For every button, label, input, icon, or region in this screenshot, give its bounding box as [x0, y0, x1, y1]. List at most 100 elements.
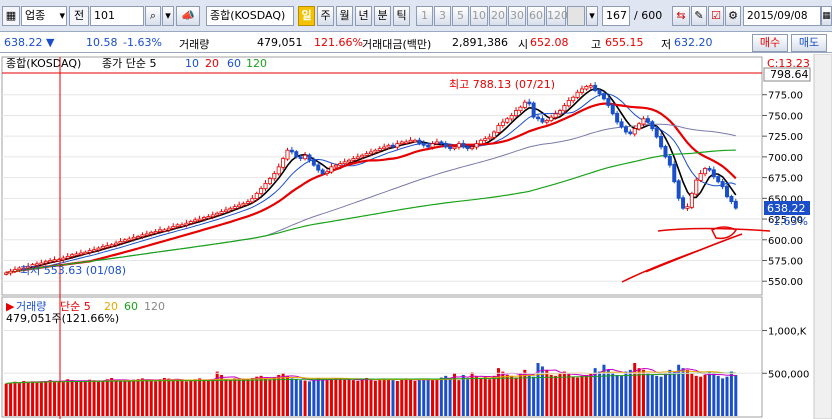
- volume-bar: [281, 373, 285, 416]
- dropdown-arrow-icon[interactable]: ▾: [162, 6, 174, 26]
- candle-body: [122, 239, 127, 242]
- volume-bar: [685, 369, 689, 416]
- candle-body: [615, 112, 620, 123]
- interval-10-button[interactable]: 10: [470, 6, 488, 26]
- interval-120-button[interactable]: 120: [546, 6, 568, 26]
- checkbox-tool-icon[interactable]: ☑: [708, 6, 724, 26]
- date-field[interactable]: 2015/09/08: [743, 6, 821, 26]
- candle-body: [193, 219, 198, 223]
- candle-body: [17, 267, 22, 271]
- candle-body: [131, 236, 136, 240]
- interval-1-button[interactable]: 1: [416, 6, 433, 26]
- candle-body: [100, 246, 105, 249]
- top-right-indicator: C:13.23: [767, 57, 810, 70]
- volume-bar: [628, 369, 632, 416]
- candle-body: [505, 118, 510, 123]
- volume-bar: [532, 376, 536, 416]
- volume-bar: [395, 380, 399, 416]
- volume-bar: [602, 364, 606, 416]
- volume-bar: [96, 381, 100, 416]
- volume-bar: [650, 374, 654, 416]
- period-month-button[interactable]: 월: [336, 6, 353, 26]
- volume-bar: [545, 369, 549, 416]
- period-tick-button[interactable]: 틱: [393, 6, 410, 26]
- search-icon[interactable]: ⌕: [145, 6, 161, 26]
- zoom-tool-icon[interactable]: ⇆: [672, 6, 690, 26]
- candle-body: [426, 144, 431, 148]
- volume-bar: [303, 380, 307, 416]
- sell-button[interactable]: 매도: [791, 34, 827, 52]
- mode-label[interactable]: 전: [69, 6, 89, 26]
- period-year-button[interactable]: 년: [355, 6, 372, 26]
- candle-body: [303, 154, 308, 160]
- candle-body: [434, 141, 439, 145]
- volume-bar: [382, 378, 386, 416]
- stock-chart[interactable]: 550.00 575.00 600.00 625.00 650.00 675.00 700.…: [0, 54, 832, 419]
- candle-body: [417, 139, 422, 145]
- buy-button[interactable]: 매수: [752, 34, 788, 52]
- volume-bar: [66, 379, 70, 416]
- period-day-button[interactable]: 일: [298, 6, 315, 26]
- candle-body: [171, 226, 176, 229]
- candle-body: [87, 250, 92, 253]
- candle-body: [452, 146, 457, 150]
- interval-3-button[interactable]: 3: [434, 6, 451, 26]
- volume-bar: [351, 380, 355, 416]
- volume-bar: [75, 381, 79, 416]
- period-minute-button[interactable]: 분: [374, 6, 391, 26]
- amount-label: 거래대금(백만): [362, 38, 432, 51]
- candle-body: [166, 227, 171, 231]
- volume-bar: [378, 379, 382, 416]
- interval-30-button[interactable]: 30: [508, 6, 526, 26]
- candle-body: [34, 263, 39, 266]
- candle-body: [439, 141, 444, 145]
- price-tick-label: 600.00: [768, 236, 803, 247]
- price-tick-label: 750.00: [768, 111, 803, 122]
- volume-bar: [338, 379, 342, 416]
- interval-20-button[interactable]: 20: [489, 6, 507, 26]
- period-week-button[interactable]: 주: [317, 6, 334, 26]
- settings-icon[interactable]: ⚙: [725, 6, 741, 26]
- volume-bar: [250, 377, 254, 416]
- drawing-tool-icon[interactable]: ✎: [691, 6, 707, 26]
- volume-bar: [417, 380, 421, 416]
- volume-bar: [198, 378, 202, 416]
- volume-bar: [184, 381, 188, 416]
- interval-dropdown-icon[interactable]: ▾: [586, 6, 598, 26]
- code-input[interactable]: 101: [90, 6, 144, 26]
- candle-body: [716, 176, 721, 183]
- volume-bar: [646, 373, 650, 416]
- volume-bar: [470, 372, 474, 416]
- volume-legend-20: 20: [104, 300, 118, 313]
- category-select[interactable]: 업종 ▾: [21, 6, 67, 26]
- volume-bar: [716, 375, 720, 416]
- right-scrollbar[interactable]: [813, 54, 832, 419]
- candle-body: [368, 151, 373, 155]
- grid-icon[interactable]: ▦: [2, 6, 20, 26]
- volume-bar: [527, 374, 531, 416]
- interval-5-button[interactable]: 5: [452, 6, 469, 26]
- quote-bar: 638.22 ▼ 10.58 -1.63% 거래량 479,051 121.66…: [0, 33, 832, 53]
- calendar-icon[interactable]: ▦: [821, 6, 832, 26]
- low-label: 저: [661, 38, 672, 51]
- volume-bar: [514, 377, 518, 416]
- candle-body: [184, 222, 189, 226]
- candle-body: [544, 120, 549, 123]
- volume-bar: [211, 379, 215, 416]
- amount-value: 2,891,386: [452, 36, 508, 49]
- candle-body: [597, 89, 602, 95]
- price-tick-label: 650.00: [768, 194, 803, 205]
- megaphone-icon[interactable]: 📣: [176, 6, 200, 26]
- volume-bar: [518, 373, 522, 416]
- volume-legend-marker: ▶: [6, 300, 15, 313]
- custom-interval-input[interactable]: [567, 6, 585, 26]
- candle-body: [294, 151, 299, 158]
- interval-60-button[interactable]: 60: [527, 6, 545, 26]
- candle-body: [404, 141, 409, 144]
- bars-count-input[interactable]: 167: [602, 6, 630, 26]
- candle-body: [522, 101, 527, 108]
- volume-bar: [189, 380, 193, 416]
- candle-body: [298, 156, 303, 159]
- candle-body: [351, 158, 356, 161]
- candle-body: [43, 260, 48, 264]
